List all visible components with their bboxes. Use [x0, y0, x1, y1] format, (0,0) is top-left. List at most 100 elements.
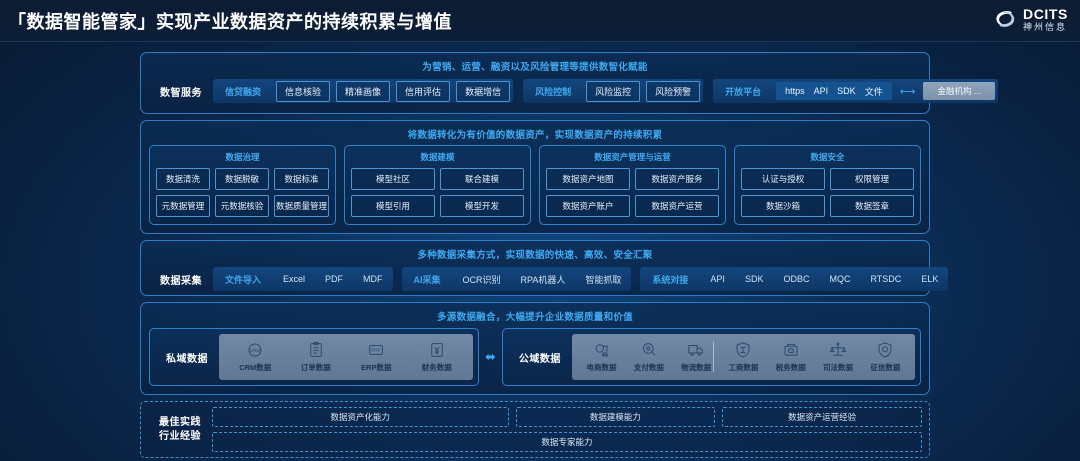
method-smart-crawl[interactable]: 智能抓取 [585, 274, 622, 285]
source-order[interactable]: 订单数据 [294, 341, 338, 373]
chip-data-credit-enhance[interactable]: 数据增信 [456, 80, 511, 102]
source-logistics[interactable]: 物流数据 [674, 341, 718, 373]
practice-asset-operation[interactable]: 数据资产运营经验 [722, 407, 923, 427]
brand-logo: DCITS 神州信息 [992, 6, 1068, 32]
cell-data-cleaning[interactable]: 数据清洗 [156, 168, 210, 190]
protocol-https[interactable]: https [785, 86, 805, 96]
chip-credit-rating[interactable]: 信用评估 [396, 80, 451, 102]
source-credit-label: 征信数据 [870, 363, 901, 372]
logo-text-en: DCITS [1023, 5, 1068, 22]
practice-assetization[interactable]: 数据资产化能力 [212, 407, 509, 427]
group-tag-system-integration: 系统对接 [652, 274, 689, 285]
service-headline: 为营销、运营、融资以及风险管理等提供数智化赋能 [422, 62, 648, 73]
group-tag-platform: 开放平台 [725, 86, 762, 97]
method-ocr[interactable]: OCR识别 [462, 274, 501, 285]
cell-data-sandbox[interactable]: 数据沙箱 [741, 195, 825, 217]
iface-api[interactable]: API [710, 274, 725, 284]
panel-smart-service: 为营销、运营、融资以及风险管理等提供数智化赋能 数智服务 信贷融资 信息核验 精… [140, 52, 998, 114]
cell-asset-account[interactable]: 数据资产账户 [546, 195, 630, 217]
practice-label-line2: 行业经验 [159, 430, 201, 442]
collect-side-label: 数据采集 [160, 275, 202, 287]
sources-wrap: 私域数据 CRM CRM数据 订单数据 [141, 323, 929, 394]
chip-precise-profile[interactable]: 精准画像 [336, 80, 391, 102]
logo-text-cn: 神州信息 [1023, 21, 1068, 32]
platform-protocols: https API SDK 文件 [776, 82, 892, 100]
cell-data-standard[interactable]: 数据标准 [273, 168, 329, 190]
modeling-items: 模型社区 联合建模 模型引用 模型开发 [351, 168, 524, 217]
protocol-sdk[interactable]: SDK [837, 86, 856, 96]
page-header: 「数据智能管家」实现产业数据资产的持续积累与增值 DCITS 神州信息 [0, 0, 1080, 42]
cell-data-signature[interactable]: 数据签章 [830, 195, 914, 217]
source-tax-label: 税务数据 [775, 363, 806, 372]
card-asset-management: 数据资产管理与运营 数据资产地图 数据资产服务 数据资产账户 数据资产运营 [539, 145, 726, 225]
protocol-api[interactable]: API [813, 86, 829, 96]
cell-data-quality-management[interactable]: 数据质量管理 [273, 195, 329, 217]
format-mdf[interactable]: MDF [363, 274, 383, 284]
business-registry-icon [736, 342, 750, 358]
panel-best-practice: 最佳实践 行业经验 数据资产化能力 数据建模能力 数据资产运营经验 数据专家能力 [140, 401, 930, 458]
chip-info-verify[interactable]: 信息核验 [276, 80, 331, 102]
svg-text:CRM: CRM [250, 348, 260, 353]
platform-target-institution: 金融机构 ... [923, 82, 995, 100]
format-pdf[interactable]: PDF [325, 274, 344, 284]
source-payment[interactable]: 支付数据 [627, 341, 671, 373]
source-payment-label: 支付数据 [633, 363, 664, 372]
source-business-registry[interactable]: 工商数据 [721, 341, 765, 373]
justice-scale-icon [829, 342, 847, 356]
practice-expert[interactable]: 数据专家能力 [212, 432, 922, 452]
service-group-credit: 信贷融资 信息核验 精准画像 信用评估 数据增信 [213, 79, 514, 103]
finance-icon [431, 343, 443, 357]
bidirectional-arrow-icon: ⟷ [899, 85, 916, 98]
diagram-stage: 为营销、运营、融资以及风险管理等提供数智化赋能 数智服务 信贷融资 信息核验 精… [140, 52, 998, 458]
iface-odbc[interactable]: ODBC [783, 274, 810, 284]
chip-risk-alert[interactable]: 风险预警 [646, 80, 701, 102]
collect-group-file: 文件导入 Excel PDF MDF [213, 267, 393, 291]
iface-mqc[interactable]: MQC [829, 274, 851, 284]
cell-model-development[interactable]: 模型开发 [440, 195, 524, 217]
group-tag-file-import: 文件导入 [225, 274, 262, 285]
format-excel[interactable]: Excel [283, 274, 306, 284]
source-credit[interactable]: 征信数据 [863, 341, 907, 373]
private-data-label: 私域数据 [166, 353, 208, 365]
cell-permission-management[interactable]: 权限管理 [830, 168, 914, 190]
cell-model-community[interactable]: 模型社区 [351, 168, 435, 190]
cell-auth-authorization[interactable]: 认证与授权 [741, 168, 825, 190]
public-data-label: 公域数据 [518, 353, 561, 365]
card-data-security: 数据安全 认证与授权 权限管理 数据沙箱 数据签章 [734, 145, 921, 225]
card-title-governance: 数据治理 [225, 152, 260, 162]
cell-asset-service[interactable]: 数据资产服务 [635, 168, 719, 190]
card-title-asset-management: 数据资产管理与运营 [594, 152, 671, 162]
source-finance[interactable]: 财务数据 [415, 341, 459, 373]
cell-model-reference[interactable]: 模型引用 [351, 195, 435, 217]
collect-group-ai: AI采集 OCR识别 RPA机器人 智能抓取 [401, 267, 632, 291]
source-crm[interactable]: CRM CRM数据 [233, 341, 277, 373]
source-justice[interactable]: 司法数据 [816, 341, 860, 373]
iface-rtsdc[interactable]: RTSDC [870, 274, 902, 284]
iface-elk[interactable]: ELK [921, 274, 939, 284]
source-erp[interactable]: ERP ERP数据 [354, 341, 398, 373]
source-tax[interactable]: 税务数据 [769, 341, 813, 373]
box-public-data: 公域数据 电商数据 支付数据 [501, 328, 921, 386]
group-tag-risk: 风险控制 [535, 86, 572, 97]
cell-metadata-management[interactable]: 元数据管理 [156, 195, 210, 217]
sources-link-arrow: ⬌ [485, 349, 496, 364]
chip-risk-monitor[interactable]: 风险监控 [586, 80, 641, 102]
source-ecommerce-label: 电商数据 [586, 363, 617, 372]
protocol-file[interactable]: 文件 [864, 86, 883, 97]
cell-joint-modeling[interactable]: 联合建模 [440, 168, 524, 190]
cell-data-masking[interactable]: 数据脱敏 [214, 168, 269, 190]
source-erp-label: ERP数据 [361, 363, 392, 372]
payment-icon [642, 343, 656, 356]
method-rpa[interactable]: RPA机器人 [520, 274, 566, 285]
erp-icon: ERP [369, 345, 384, 355]
cell-metadata-verify[interactable]: 元数据核验 [214, 195, 269, 217]
asset-management-items: 数据资产地图 数据资产服务 数据资产账户 数据资产运营 [546, 168, 719, 217]
practice-modeling[interactable]: 数据建模能力 [515, 407, 716, 427]
svg-text:ERP: ERP [372, 348, 381, 353]
cell-asset-operation[interactable]: 数据资产运营 [635, 195, 719, 217]
practice-boxes: 数据资产化能力 数据建模能力 数据资产运营经验 数据专家能力 [212, 407, 923, 452]
iface-sdk[interactable]: SDK [744, 274, 764, 284]
source-logistics-label: 物流数据 [681, 363, 712, 372]
source-ecommerce[interactable]: 电商数据 [580, 341, 624, 373]
cell-asset-map[interactable]: 数据资产地图 [546, 168, 630, 190]
